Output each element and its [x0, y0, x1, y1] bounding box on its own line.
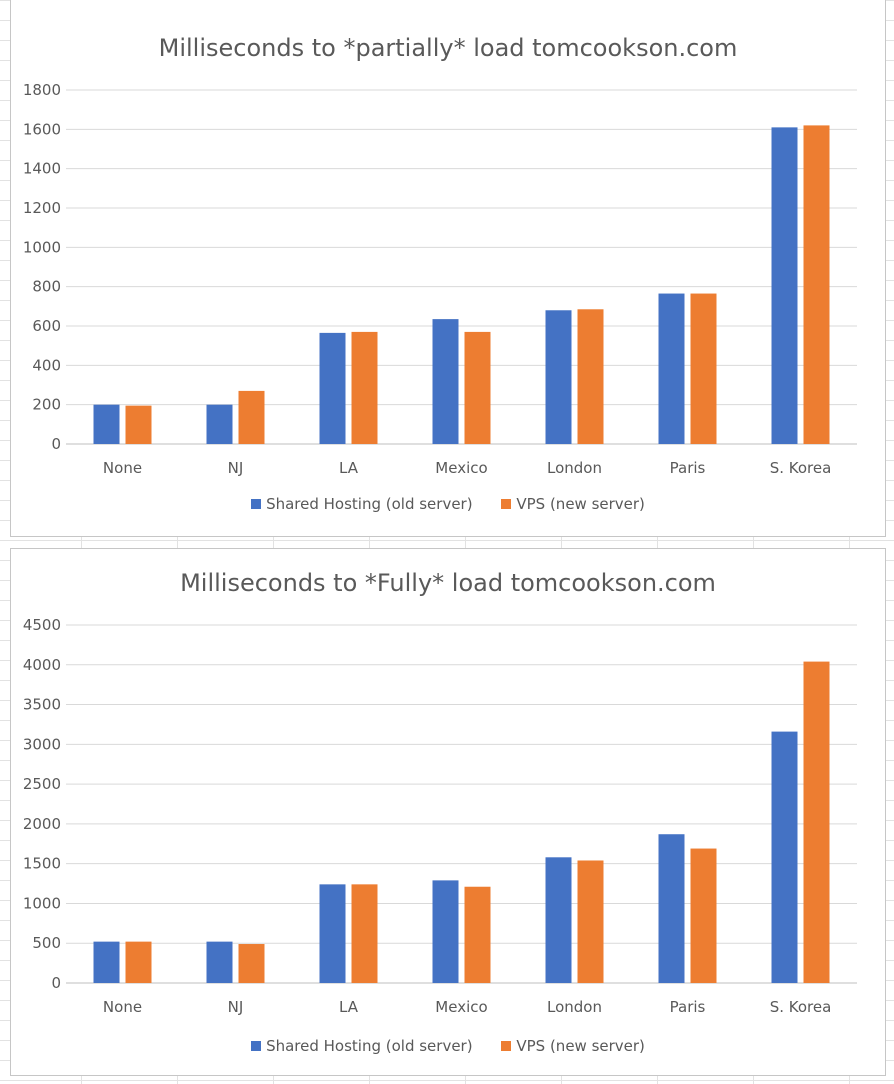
chart-title: Milliseconds to *Fully* load tomcookson.… [180, 569, 716, 597]
bar-shared-hosting [545, 310, 572, 444]
y-tick-label: 2000 [23, 815, 61, 833]
y-tick-label: 600 [32, 317, 61, 335]
bar-shared-hosting [658, 293, 685, 444]
bar-vps [577, 860, 604, 983]
legend-label: Shared Hosting (old server) [266, 495, 473, 513]
x-tick-label: NJ [228, 459, 244, 477]
bar-shared-hosting [93, 404, 120, 444]
legend-swatch-orange [501, 1041, 512, 1051]
y-tick-label: 1400 [23, 160, 61, 178]
legend-item-shared-hosting: Shared Hosting (old server) [251, 1037, 473, 1055]
y-tick-label: 3500 [23, 696, 61, 714]
x-tick-label: LA [339, 998, 359, 1016]
bar-vps [351, 331, 378, 444]
y-tick-label: 0 [51, 974, 61, 992]
y-tick-label: 400 [32, 356, 61, 374]
bar-vps [803, 125, 830, 445]
legend-swatch-blue [251, 499, 262, 509]
y-tick-label: 4000 [23, 656, 61, 674]
bar-shared-hosting [658, 834, 685, 983]
bar-vps [464, 886, 491, 983]
y-tick-label: 800 [32, 278, 61, 296]
legend-label: VPS (new server) [516, 1037, 645, 1055]
bar-chart-svg: 0 200 400 600 800 1000 1200 1400 1600 1800 None NJ L… [23, 81, 857, 477]
bar-vps [690, 293, 717, 444]
x-tick-label: London [547, 998, 602, 1016]
x-tick-label: London [547, 459, 602, 477]
legend-item-vps: VPS (new server) [501, 495, 645, 513]
bar-shared-hosting [771, 731, 798, 983]
x-tick-label: LA [339, 459, 359, 477]
chart-partial-load: Milliseconds to *partially* load tomcook… [10, 0, 886, 537]
x-tick-label: Mexico [435, 998, 487, 1016]
y-tick-label: 0 [51, 435, 61, 453]
legend-item-vps: VPS (new server) [501, 1037, 645, 1055]
x-tick-label: Paris [670, 998, 706, 1016]
bar-vps [238, 944, 265, 983]
x-tick-label: Paris [670, 459, 706, 477]
x-tick-label: Mexico [435, 459, 487, 477]
x-tick-label: S. Korea [770, 459, 832, 477]
y-tick-label: 500 [32, 934, 61, 952]
legend-label: Shared Hosting (old server) [266, 1037, 473, 1055]
bar-chart-svg: 0 500 1000 1500 2000 2500 3000 3500 4000 4500 None… [23, 616, 857, 1016]
bar-vps [351, 884, 378, 983]
y-tick-label: 1000 [23, 894, 61, 912]
y-tick-label: 3000 [23, 735, 61, 753]
y-tick-label: 2500 [23, 775, 61, 793]
y-tick-label: 1800 [23, 81, 61, 99]
bar-shared-hosting [545, 857, 572, 983]
bar-shared-hosting [319, 332, 346, 444]
bar-vps [125, 405, 152, 444]
chart-title: Milliseconds to *partially* load tomcook… [158, 34, 738, 62]
chart-full-load: Milliseconds to *Fully* load tomcookson.… [10, 548, 886, 1076]
legend: Shared Hosting (old server) VPS (new ser… [11, 495, 885, 513]
y-tick-label: 1500 [23, 855, 61, 873]
bar-vps [690, 848, 717, 983]
bar-shared-hosting [432, 319, 459, 444]
bar-shared-hosting [206, 941, 233, 983]
bar-shared-hosting [206, 404, 233, 444]
legend-swatch-blue [251, 1041, 262, 1051]
x-tick-label: S. Korea [770, 998, 832, 1016]
bar-shared-hosting [93, 941, 120, 983]
x-tick-label: None [103, 459, 142, 477]
legend: Shared Hosting (old server) VPS (new ser… [11, 1037, 885, 1055]
x-tick-label: None [103, 998, 142, 1016]
legend-label: VPS (new server) [516, 495, 645, 513]
bar-vps [464, 331, 491, 444]
bar-vps [238, 390, 265, 444]
bar-shared-hosting [771, 127, 798, 444]
bar-vps [803, 661, 830, 983]
bar-shared-hosting [432, 880, 459, 983]
y-tick-label: 1600 [23, 120, 61, 138]
legend-item-shared-hosting: Shared Hosting (old server) [251, 495, 473, 513]
legend-swatch-orange [501, 499, 512, 509]
bar-vps [125, 941, 152, 983]
bar-shared-hosting [319, 884, 346, 983]
bar-vps [577, 309, 604, 444]
y-tick-label: 1200 [23, 199, 61, 217]
x-tick-label: NJ [228, 998, 244, 1016]
y-tick-label: 200 [32, 396, 61, 414]
y-tick-label: 1000 [23, 238, 61, 256]
y-tick-label: 4500 [23, 616, 61, 634]
